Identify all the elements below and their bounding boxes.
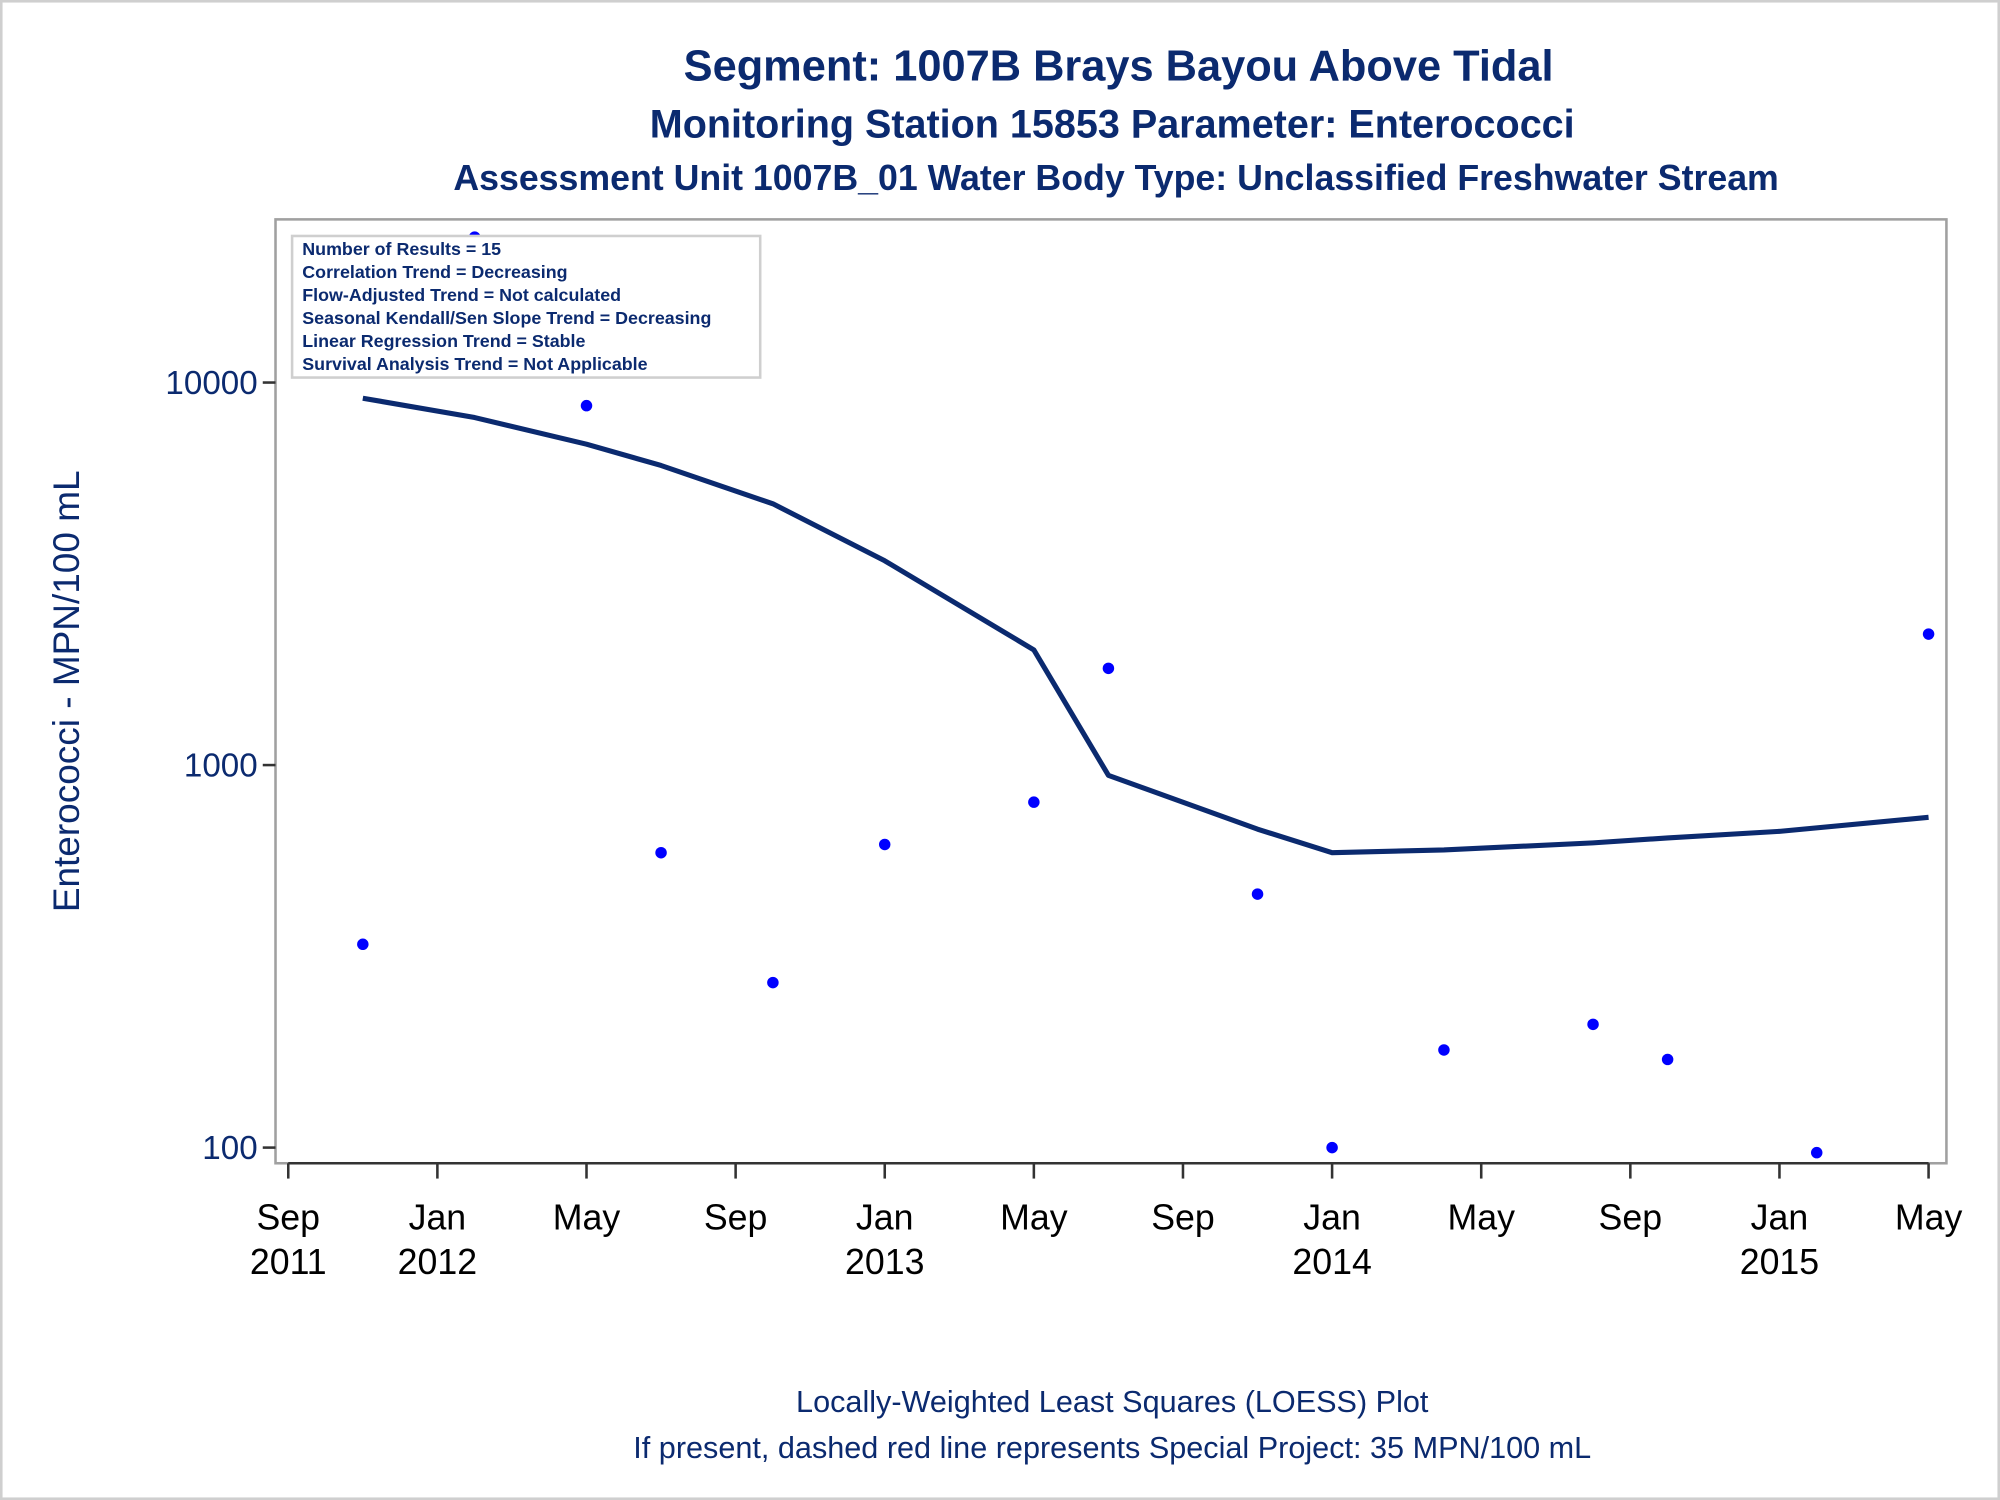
data-point bbox=[1251, 888, 1264, 900]
data-point bbox=[767, 976, 779, 989]
x-tick-label: Sep bbox=[256, 1198, 320, 1238]
chart-title: Segment: 1007B Brays Bayou Above Tidal bbox=[684, 42, 1554, 90]
x-tick-label: 2015 bbox=[1740, 1242, 1819, 1282]
x-tick-label: May bbox=[553, 1198, 621, 1238]
loess-line bbox=[362, 395, 1929, 856]
chart-subtitle: Monitoring Station 15853 Parameter: Ente… bbox=[650, 103, 1575, 147]
x-tick-label: Sep bbox=[1151, 1198, 1215, 1238]
info-box bbox=[290, 234, 762, 379]
footnote: If present, dashed red line represents S… bbox=[633, 1431, 1591, 1465]
y-tick-label: 1000 bbox=[184, 748, 258, 785]
data-point bbox=[1922, 628, 1935, 640]
x-tick-label: 2014 bbox=[1292, 1242, 1371, 1282]
data-point bbox=[655, 846, 667, 859]
x-tick-label: May bbox=[1000, 1198, 1068, 1238]
info-text: Number of Results = 15 Correlation Trend … bbox=[302, 239, 711, 374]
data-point bbox=[1028, 796, 1040, 808]
x-tick-label: 2011 bbox=[250, 1242, 327, 1282]
x-tick-label: Jan bbox=[1751, 1198, 1809, 1238]
x-tick-label: Jan bbox=[856, 1198, 914, 1238]
data-point bbox=[1102, 662, 1115, 675]
annotation: Correlation Trend = Decreasing bbox=[302, 262, 567, 282]
data-point bbox=[357, 938, 369, 951]
annotation: Seasonal Kendall/Sen Slope Trend = Decre… bbox=[302, 308, 711, 328]
data-point bbox=[1587, 1018, 1599, 1031]
annotation: Linear Regression Trend = Stable bbox=[302, 331, 585, 351]
y-axis-label: Enterococci - MPN/100 mL bbox=[46, 470, 87, 912]
data-point bbox=[1438, 1044, 1450, 1056]
data-point bbox=[1810, 1146, 1823, 1159]
x-tick-label: Sep bbox=[1599, 1198, 1663, 1238]
x-tick-label: Jan bbox=[409, 1198, 467, 1238]
data-point bbox=[580, 399, 593, 412]
annotation: Flow-Adjusted Trend = Not calculated bbox=[302, 285, 621, 305]
chart-subtitle: Assessment Unit 1007B_01 Water Body Type… bbox=[453, 158, 1778, 198]
x-tick-label: 2013 bbox=[845, 1242, 924, 1282]
y-tick-label: 10000 bbox=[165, 365, 257, 402]
x-tick-label: 2012 bbox=[398, 1242, 477, 1282]
x-tick-label: May bbox=[1895, 1198, 1963, 1238]
annotation: Number of Results = 15 bbox=[302, 239, 501, 259]
data-point bbox=[1326, 1141, 1338, 1154]
x-tick-label: May bbox=[1447, 1198, 1515, 1238]
data-point bbox=[1661, 1053, 1674, 1066]
data-point bbox=[879, 838, 891, 851]
y-tick-label: 100 bbox=[202, 1130, 257, 1167]
x-tick-label: Sep bbox=[704, 1198, 768, 1238]
x-tick-label: Jan bbox=[1303, 1198, 1361, 1238]
footnote: Locally-Weighted Least Squares (LOESS) P… bbox=[796, 1385, 1429, 1419]
annotation: Survival Analysis Trend = Not Applicable bbox=[302, 354, 647, 374]
